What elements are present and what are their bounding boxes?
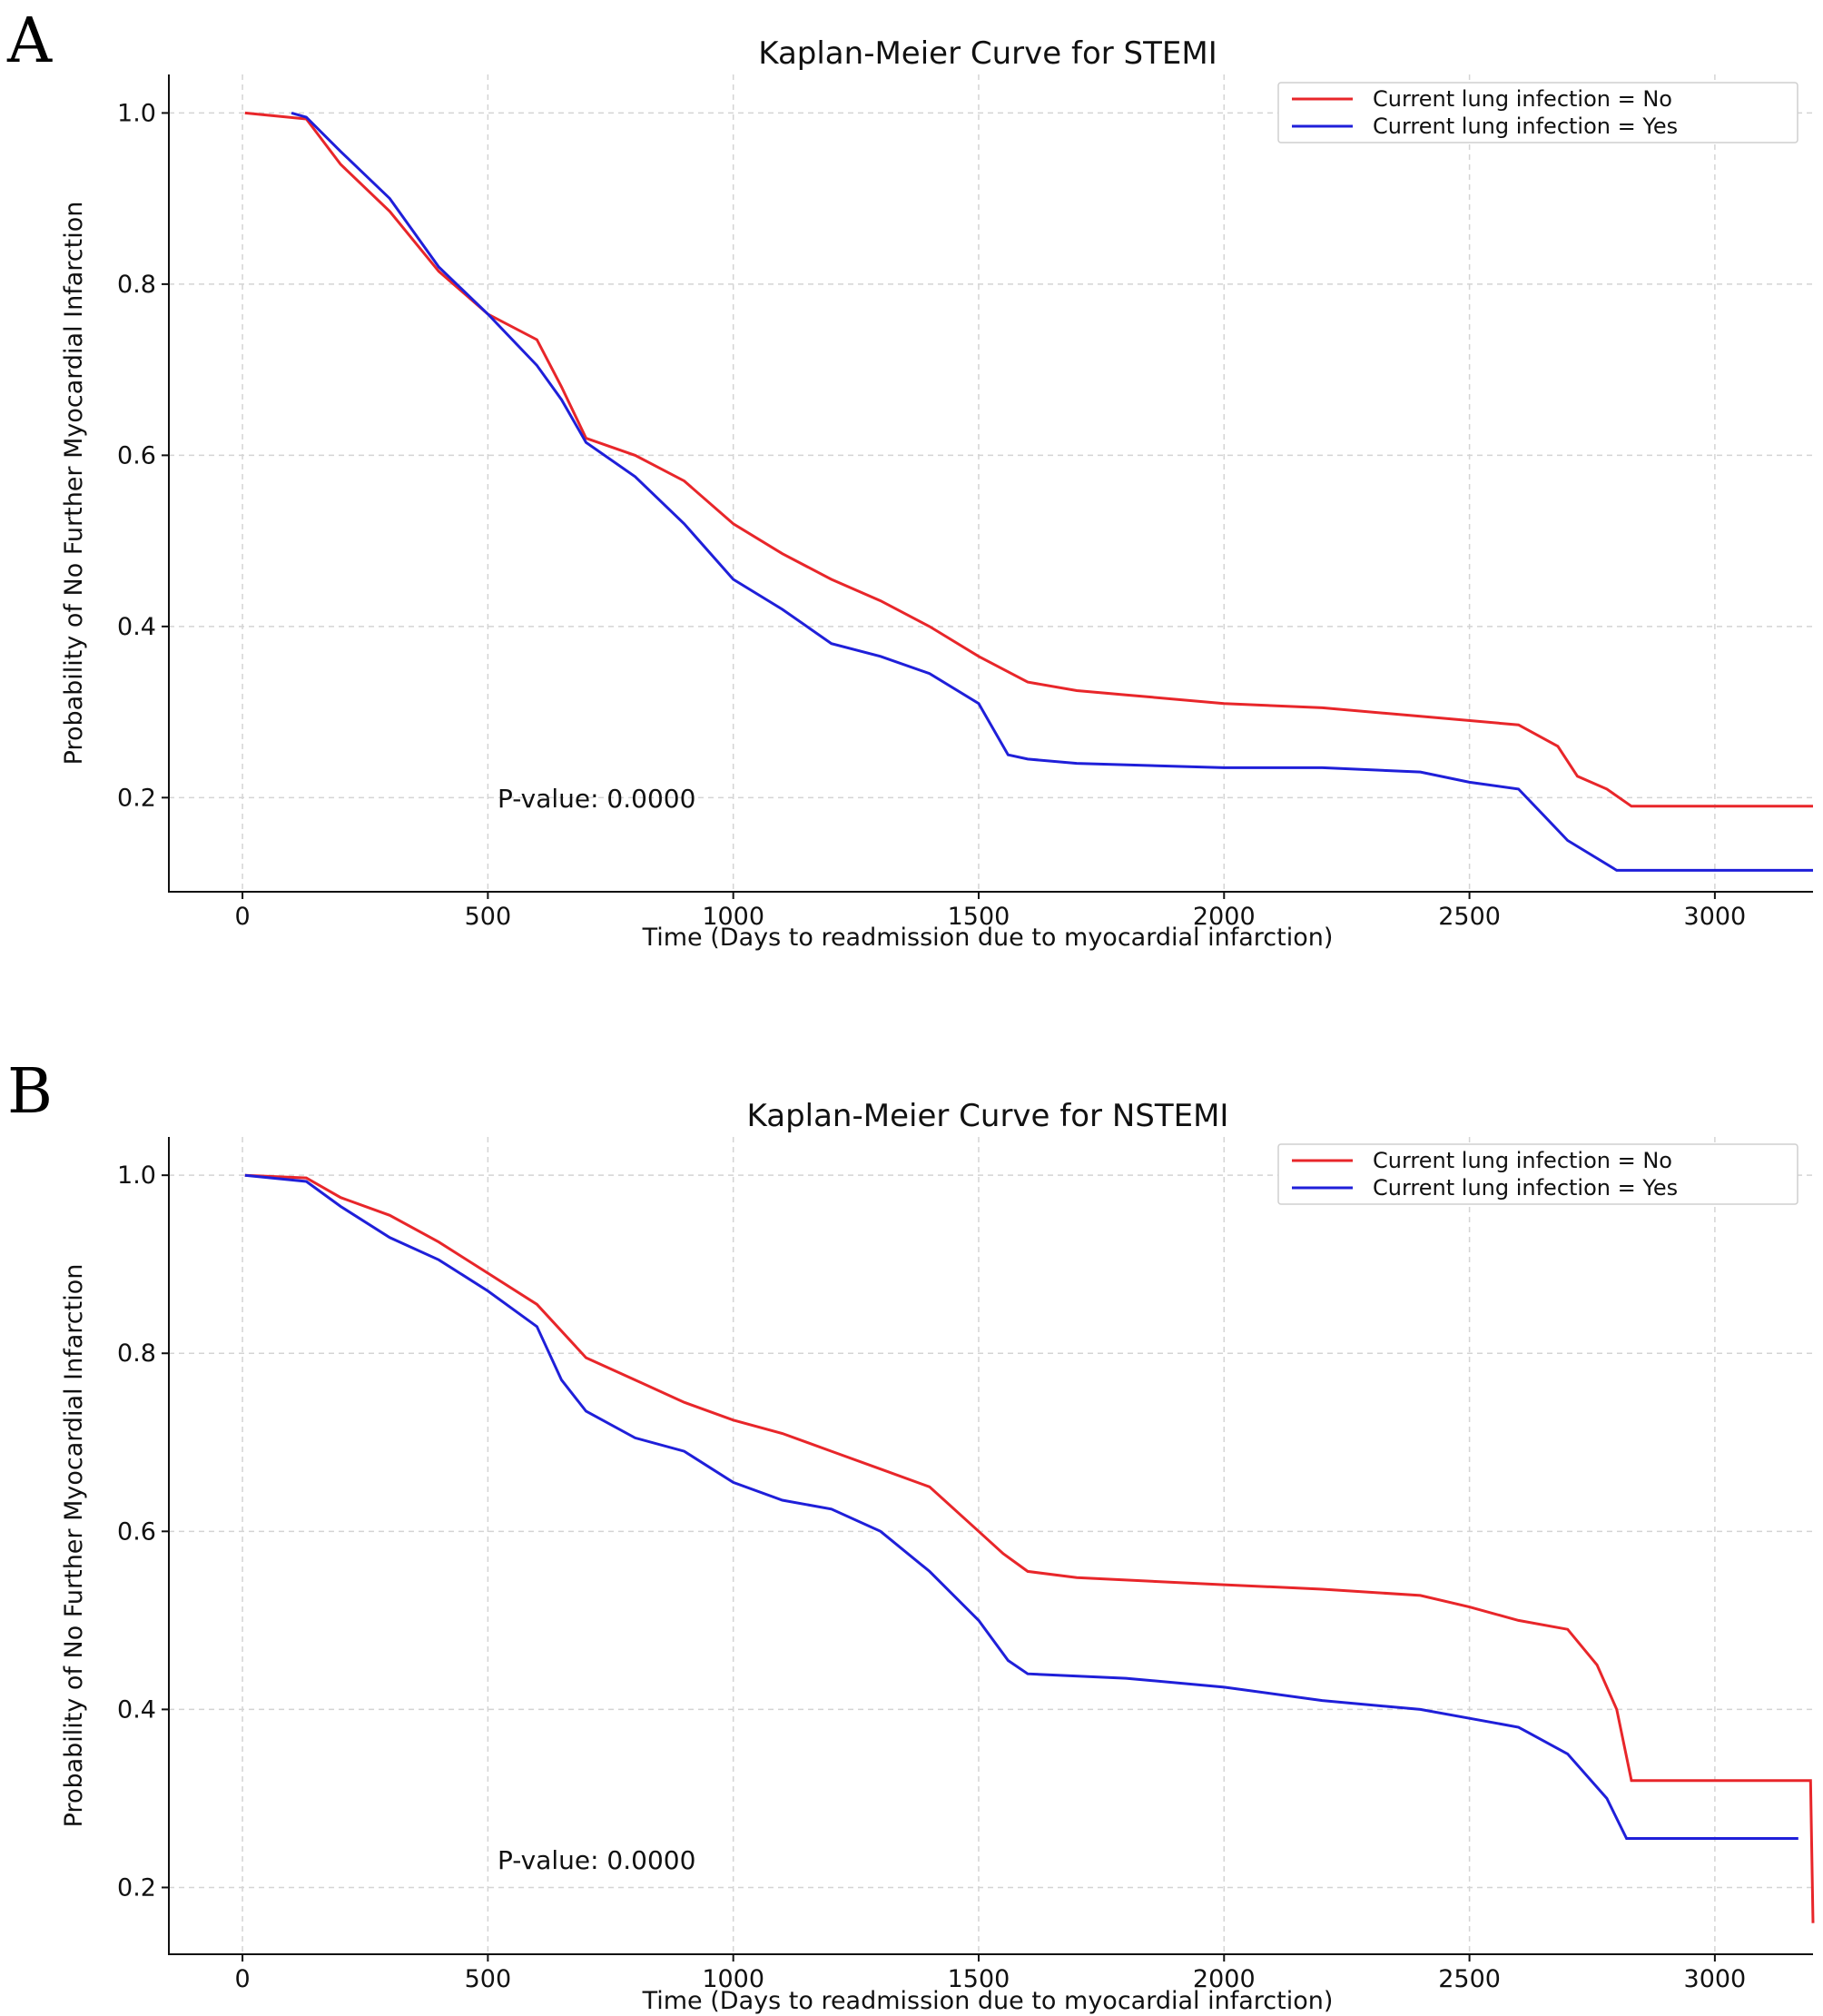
legend: Current lung infection = No Current lung… [1277, 82, 1798, 143]
y-tick-label: 0.8 [117, 1339, 156, 1368]
x-tick-label: 2000 [1193, 903, 1256, 931]
legend-box [1277, 1143, 1798, 1205]
y-tick-label: 0.6 [117, 1517, 156, 1546]
panel-letter-b: B [7, 1056, 53, 1128]
x-tick-label: 1500 [948, 903, 1010, 931]
grid-lines [169, 74, 1813, 892]
y-tick-label: 0.6 [117, 441, 156, 469]
x-tick-label: 500 [465, 903, 512, 931]
curves [244, 1173, 1815, 1923]
x-tick-label: 0 [234, 1965, 250, 1993]
chart-title: Kaplan-Meier Curve for NSTEMI [747, 1098, 1229, 1134]
panel-letter-a: A [6, 5, 53, 77]
x-tick-label: 3000 [1684, 1965, 1747, 1993]
chart-panel-a: A Kaplan-Meier Curve for STEMI 0 500 1000 1… [6, 5, 1813, 952]
x-axis-label: Time (Days to readmission due to myocard… [642, 1987, 1334, 2015]
y-tick-label: 0.2 [117, 784, 156, 812]
plot-frame [168, 1137, 1813, 1955]
km-curve-no-infection [244, 111, 1813, 808]
chart-title: Kaplan-Meier Curve for STEMI [758, 35, 1217, 72]
y-axis-label: Probability of No Further Myocardial Inf… [60, 202, 88, 766]
km-curve-no-infection [244, 1173, 1815, 1923]
x-tick-label: 2500 [1438, 903, 1501, 931]
y-tick-label: 0.8 [117, 271, 156, 299]
legend-label-no: Current lung infection = No [1373, 1148, 1672, 1173]
y-tick-label: 1.0 [117, 1161, 156, 1190]
grid-lines [169, 1137, 1813, 1954]
x-tick-label: 3000 [1684, 903, 1747, 931]
plot-frame [168, 74, 1813, 893]
x-tick-label: 500 [465, 1965, 512, 1993]
p-value-annotation: P-value: 0.0000 [498, 784, 695, 814]
y-axis-label: Probability of No Further Myocardial Inf… [60, 1264, 88, 1828]
km-curve-lung-infection [291, 111, 1813, 872]
chart-panel-b: B Kaplan-Meier Curve for NSTEMI 0 500 1000… [7, 1056, 1815, 2015]
ticks: 0 500 1000 1500 2000 2500 3000 0.2 0.4 0.6 0.8 1.0 [117, 1161, 1746, 1993]
x-tick-label: 1000 [702, 903, 764, 931]
x-tick-label: 1500 [948, 1965, 1010, 1993]
curves [244, 111, 1813, 872]
y-tick-label: 0.2 [117, 1873, 156, 1902]
x-tick-label: 0 [234, 903, 250, 931]
x-tick-label: 2500 [1438, 1965, 1501, 1993]
legend-label-yes: Current lung infection = Yes [1373, 114, 1678, 139]
legend: Current lung infection = No Current lung… [1277, 1143, 1798, 1205]
x-tick-label: 1000 [702, 1965, 764, 1993]
legend-label-yes: Current lung infection = Yes [1373, 1175, 1678, 1201]
y-tick-label: 1.0 [117, 99, 156, 127]
y-tick-label: 0.4 [117, 1695, 156, 1724]
p-value-annotation: P-value: 0.0000 [498, 1845, 695, 1875]
x-axis-label: Time (Days to readmission due to myocard… [642, 924, 1334, 952]
ticks: 0 500 1000 1500 2000 2500 3000 0.2 0.4 0.6 0.8 1.0 [117, 99, 1746, 931]
legend-box [1277, 82, 1798, 143]
km-curve-lung-infection [244, 1173, 1798, 1840]
y-tick-label: 0.4 [117, 613, 156, 641]
x-tick-label: 2000 [1193, 1965, 1256, 1993]
legend-label-no: Current lung infection = No [1373, 86, 1672, 112]
